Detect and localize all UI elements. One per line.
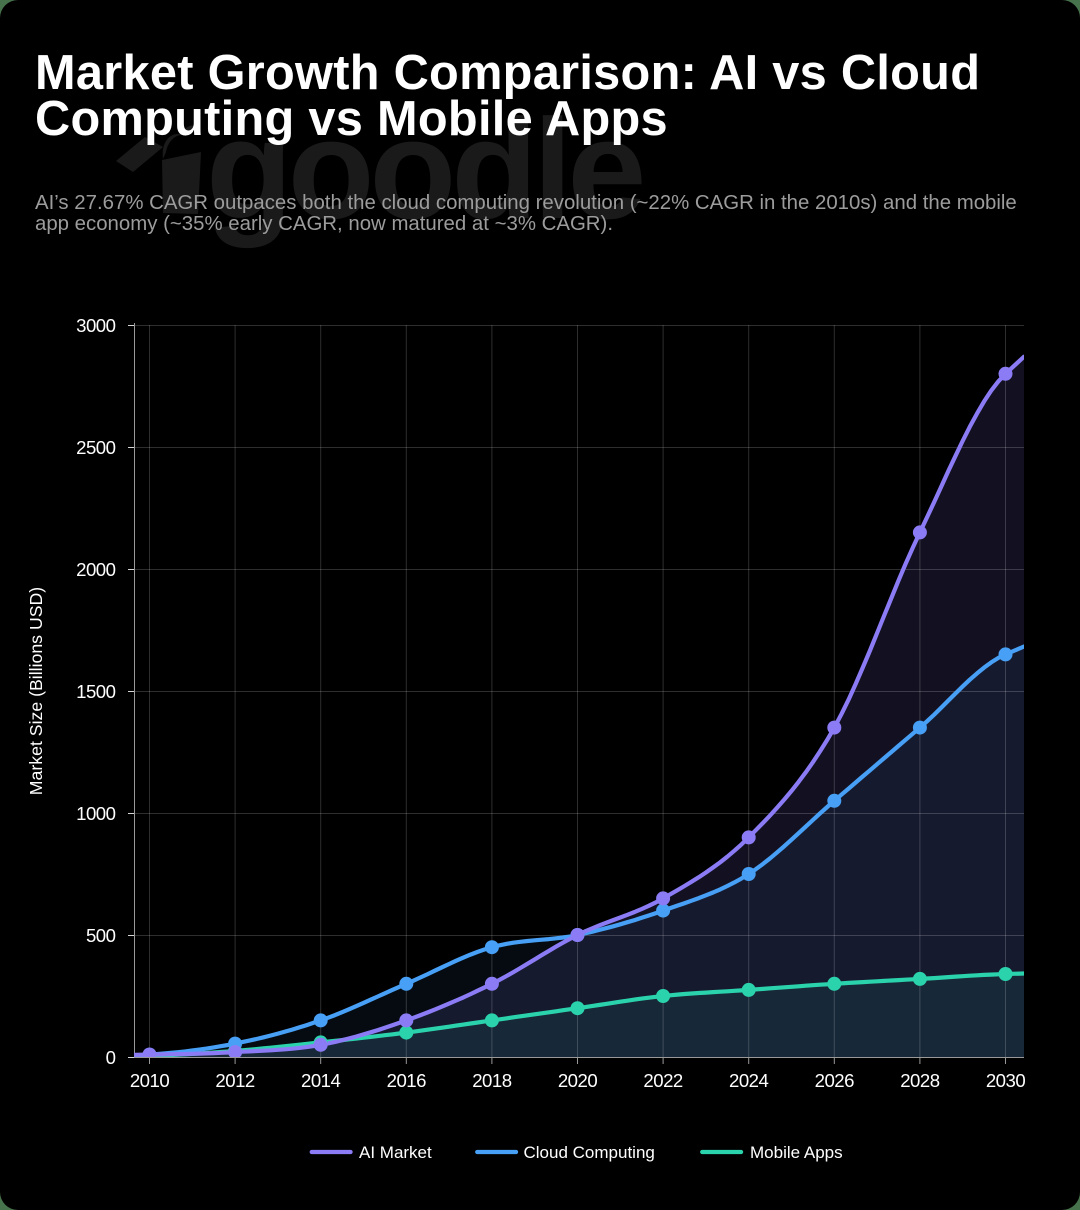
svg-text:3000: 3000 (76, 315, 116, 336)
svg-text:2020: 2020 (558, 1070, 598, 1091)
svg-text:2500: 2500 (76, 437, 116, 458)
svg-text:2024: 2024 (729, 1070, 769, 1091)
svg-text:500: 500 (86, 925, 116, 946)
svg-text:1500: 1500 (76, 681, 116, 702)
svg-text:2012: 2012 (215, 1070, 255, 1091)
svg-text:2010: 2010 (130, 1070, 170, 1091)
svg-text:2030: 2030 (986, 1070, 1026, 1091)
svg-text:1000: 1000 (76, 803, 116, 824)
svg-text:Cloud Computing: Cloud Computing (524, 1143, 655, 1162)
svg-text:2014: 2014 (301, 1070, 341, 1091)
svg-text:Market Size (Billions USD): Market Size (Billions USD) (26, 587, 46, 795)
svg-text:AI Market: AI Market (359, 1143, 432, 1162)
svg-text:goodle: goodle (206, 90, 642, 249)
svg-text:2026: 2026 (815, 1070, 855, 1091)
svg-text:Mobile Apps: Mobile Apps (750, 1143, 843, 1162)
svg-text:2022: 2022 (643, 1070, 683, 1091)
svg-text:0: 0 (106, 1047, 116, 1068)
svg-text:2028: 2028 (900, 1070, 940, 1091)
svg-text:2018: 2018 (472, 1070, 512, 1091)
svg-text:2016: 2016 (387, 1070, 427, 1091)
svg-text:2000: 2000 (76, 559, 116, 580)
